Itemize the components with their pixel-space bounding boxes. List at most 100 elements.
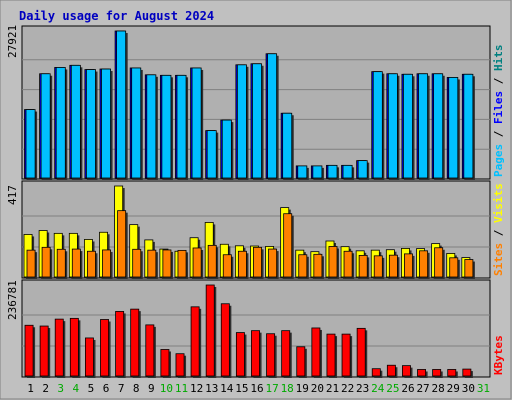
x-tick-label-day-18: 18	[281, 382, 294, 395]
bar-sites-day-16	[253, 246, 262, 278]
bar-kbytes-day-27	[417, 369, 427, 377]
bar-kbytes-day-8	[130, 308, 140, 377]
bar-pages-day-2	[40, 73, 51, 179]
bar-kbytes-day-22	[341, 333, 351, 377]
bar-kbytes-day-4	[69, 317, 79, 377]
x-axis-labels: 1 2 3 4 5 6 7 8 9 10 11 12 13 14 15 16 17 18 19 20 21 22 23 24 2…	[27, 382, 490, 395]
x-tick-label-day-1: 1	[27, 382, 34, 395]
bar-kbytes-day-24	[371, 368, 381, 377]
bar-kbytes-day-28	[432, 369, 442, 377]
bar-sites-day-29	[449, 257, 459, 278]
bar-pages-day-16	[252, 63, 262, 179]
bar-kbytes-day-23	[356, 327, 366, 377]
bar-pages-day-1	[25, 109, 36, 179]
bar-pages-day-23	[357, 160, 368, 179]
bar-kbytes-day-14	[220, 303, 230, 377]
bar-sites-day-21	[328, 246, 338, 278]
bar-pages-day-8	[131, 67, 142, 179]
bar-sites-day-13	[207, 244, 217, 278]
panel-top-legend-part-3: /	[492, 71, 505, 91]
bar-kbytes-day-5	[84, 337, 94, 377]
bar-kbytes-day-18	[281, 330, 291, 377]
bar-sites-day-27	[419, 250, 429, 278]
bar-sites-day-15	[237, 250, 247, 278]
bar-sites-day-12	[192, 247, 202, 278]
bar-pages-day-15	[236, 64, 247, 179]
panel-top-legend-part-1: /	[492, 124, 505, 144]
bar-kbytes-day-21	[326, 333, 336, 377]
bar-sites-day-18	[283, 213, 293, 278]
panel-top-max-label: 27921	[6, 25, 19, 58]
bar-sites-day-25	[388, 254, 398, 278]
x-tick-label-day-6: 6	[103, 382, 110, 395]
bar-pages-day-25	[387, 73, 398, 179]
panels-layer: 27921 Pages / Files / Hits 417 Sites / Visi…	[6, 25, 505, 378]
x-tick-label-day-15: 15	[235, 382, 248, 395]
x-tick-label-day-31: 31	[477, 382, 490, 395]
panel-middle-legend-part-1: /	[492, 223, 505, 243]
bar-sites-day-1	[26, 249, 36, 278]
bar-sites-day-7	[117, 210, 127, 278]
bar-pages-day-12	[191, 67, 202, 179]
x-tick-label-day-12: 12	[190, 382, 203, 395]
bar-pages-day-19	[297, 165, 308, 179]
bar-kbytes-day-20	[311, 327, 321, 377]
panel-top: 27921 Pages / Files / Hits	[6, 25, 505, 180]
bar-sites-day-28	[434, 247, 444, 278]
bar-sites-day-2	[41, 246, 51, 278]
bar-pages-day-30	[463, 73, 474, 179]
x-tick-label-day-7: 7	[118, 382, 125, 395]
bar-pages-day-26	[403, 73, 413, 179]
bar-sites-day-20	[313, 253, 323, 278]
x-tick-label-day-3: 3	[57, 382, 64, 395]
x-tick-label-day-27: 27	[416, 382, 429, 395]
bar-sites-day-26	[404, 253, 413, 278]
bar-pages-day-11	[176, 74, 187, 179]
panel-bottom-series-legend: KBytes	[492, 335, 505, 375]
bar-pages-day-3	[55, 67, 66, 179]
bar-sites-day-14	[222, 254, 232, 278]
bar-sites-day-23	[358, 254, 368, 278]
panel-top-legend-part-0: Pages	[492, 144, 505, 177]
panel-top-legend-part-2: Files	[492, 91, 505, 124]
bar-pages-day-20	[312, 165, 323, 179]
bar-kbytes-day-13	[205, 284, 215, 377]
panel-middle-max-label: 417	[6, 185, 19, 205]
bar-kbytes-day-3	[54, 318, 64, 377]
bar-pages-day-21	[327, 164, 338, 179]
bar-sites-day-30	[464, 259, 474, 278]
x-tick-label-day-5: 5	[88, 382, 95, 395]
bar-sites-day-22	[343, 250, 353, 278]
bar-sites-day-19	[298, 254, 308, 278]
bar-sites-day-17	[268, 248, 278, 278]
x-tick-label-day-23: 23	[356, 382, 369, 395]
bar-sites-day-4	[71, 248, 81, 278]
x-tick-label-day-28: 28	[432, 382, 445, 395]
panel-middle-series-legend: Sites / Visits	[492, 183, 505, 276]
bar-kbytes-day-26	[402, 365, 411, 377]
bar-sites-day-6	[102, 249, 111, 278]
x-tick-label-day-9: 9	[148, 382, 155, 395]
x-tick-label-day-11: 11	[175, 382, 188, 395]
panel-top-legend-part-4: Hits	[492, 45, 505, 72]
x-tick-label-day-17: 17	[265, 382, 278, 395]
x-tick-label-day-4: 4	[73, 382, 80, 395]
bar-kbytes-day-19	[296, 346, 306, 377]
bar-pages-day-9	[146, 74, 157, 179]
bar-pages-day-7	[116, 30, 127, 179]
x-tick-label-day-8: 8	[133, 382, 140, 395]
x-tick-label-day-20: 20	[311, 382, 324, 395]
bar-kbytes-day-12	[190, 306, 200, 377]
x-tick-label-day-13: 13	[205, 382, 218, 395]
x-tick-label-day-2: 2	[42, 382, 49, 395]
x-tick-label-day-10: 10	[160, 382, 173, 395]
bar-pages-day-5	[85, 69, 96, 179]
bar-kbytes-day-9	[145, 324, 155, 377]
bar-sites-day-10	[162, 249, 172, 278]
bar-pages-day-13	[206, 130, 217, 179]
bar-sites-day-24	[373, 255, 383, 278]
bar-pages-day-4	[70, 64, 81, 179]
bar-pages-day-18	[282, 112, 293, 179]
